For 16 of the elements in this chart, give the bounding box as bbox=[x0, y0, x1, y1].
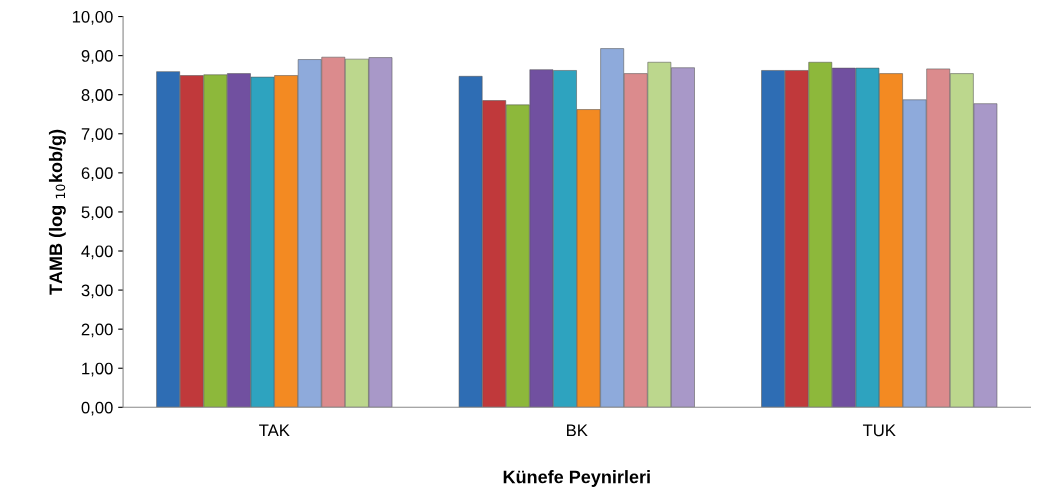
x-tick-label: BK bbox=[567, 424, 588, 437]
y-tick-label: 0,00 bbox=[81, 401, 113, 416]
x-axis-title: Künefe Peynirleri bbox=[503, 470, 650, 487]
y-tick-label: 4,00 bbox=[81, 245, 113, 260]
y-tick-label: 9,00 bbox=[81, 50, 113, 64]
y-tick-label: 10,00 bbox=[72, 10, 113, 25]
x-tick-label: TAK bbox=[259, 424, 290, 437]
y-tick-label: 7,00 bbox=[81, 128, 113, 142]
y-tick-label: 8,00 bbox=[81, 89, 113, 103]
y-axis-title: TAMB (log $_{10}$kob/g) bbox=[48, 129, 66, 295]
x-tick-label: TUK bbox=[862, 424, 896, 437]
y-tick-label: 2,00 bbox=[81, 323, 113, 338]
y-tick-label: 6,00 bbox=[81, 167, 113, 182]
y-tick-label: 5,00 bbox=[81, 206, 113, 221]
y-tick-label: 3,00 bbox=[81, 284, 113, 299]
y-tick-label: 1,00 bbox=[82, 362, 113, 377]
